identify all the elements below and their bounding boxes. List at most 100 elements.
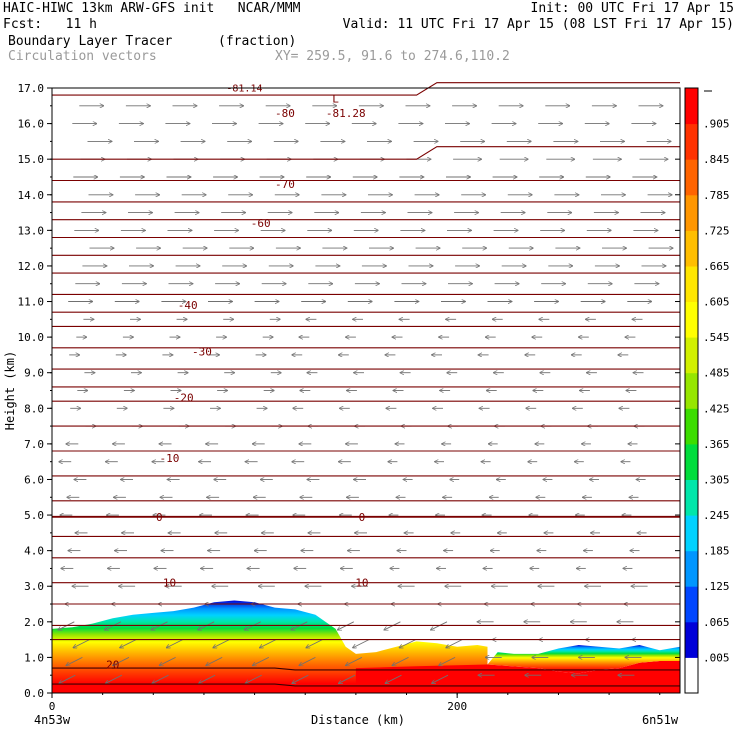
wind-vector-1 [106, 674, 123, 683]
isotherm-label-0: -80 [275, 107, 295, 120]
y-tick-label-5: 5.0 [24, 509, 44, 522]
wind-vector-18 [299, 656, 316, 665]
colorbar-label-10: .605 [703, 296, 730, 309]
wind-vector-5 [292, 674, 309, 683]
y-tick-label-2: 2.0 [24, 616, 44, 629]
y-tick-label-15: 15.0 [18, 153, 45, 166]
isotherm-label-11: 10 [163, 577, 176, 590]
wind-vector-17 [253, 656, 270, 665]
wind-vector-4 [246, 674, 262, 683]
isotherm-label-4: -60 [251, 217, 271, 230]
isotherm-label-3: -70 [275, 178, 295, 191]
y-tick-label-9: 9.0 [24, 367, 44, 380]
colorbar-swatch-0 [685, 657, 698, 694]
x-right-location: 6n51w [642, 713, 679, 727]
isotherm-label-9: 0 [156, 511, 163, 524]
colorbar-swatch-4 [685, 515, 698, 552]
colorbar-swatch-11 [685, 265, 698, 302]
wind-vector-8 [432, 674, 449, 683]
isotherm-label-7: -20 [174, 392, 194, 405]
tracer-shading-right [355, 655, 680, 693]
tracer-fill-layer [52, 600, 680, 693]
wind-vector-26 [74, 639, 90, 648]
colorbar-label-9: .545 [703, 331, 730, 344]
y-tick-label-17: 17.0 [18, 82, 45, 95]
x-axis-label: Distance (km) [311, 713, 405, 727]
y-tick-label-8: 8.0 [24, 402, 44, 415]
colorbar-swatch-6 [685, 443, 698, 480]
vector-field-name: Circulation vectors [8, 49, 157, 64]
y-tick-label-3: 3.0 [24, 580, 44, 593]
wind-vector-16 [206, 656, 223, 665]
tracer-shading-right-top [487, 645, 680, 674]
y-tick-label-12: 12.0 [18, 260, 45, 273]
isotherm-label-1: -81.28 [326, 107, 366, 120]
colorbar-swatch-16 [685, 88, 698, 125]
wind-vector-34 [446, 639, 463, 648]
colorbar-label-12: .725 [703, 224, 730, 237]
isotherm-label-8: -10 [160, 452, 180, 465]
wind-vector-20 [393, 656, 409, 665]
wind-vector-13 [66, 656, 83, 665]
xy-readout: XY= 259.5, 91.6 to 274.6,110.2 [275, 49, 510, 64]
isotherm-1 [52, 146, 680, 160]
isotherm-27 [52, 683, 680, 687]
y-tick-label-6: 6.0 [24, 473, 44, 486]
colorbar-label-7: .425 [703, 402, 730, 415]
isotherm-label-5: -40 [178, 299, 198, 312]
isotherm-26 [52, 667, 680, 671]
colorbar-swatch-1 [685, 621, 698, 658]
wind-vector-19 [346, 656, 363, 665]
colorbar-label-1: .065 [703, 616, 730, 629]
colorbar-label-2: .125 [703, 580, 730, 593]
colorbar-label-6: .365 [703, 438, 730, 451]
colorbar-swatch-7 [685, 408, 698, 445]
colorbar-swatch-5 [685, 479, 698, 516]
y-tick-label-4: 4.0 [24, 545, 44, 558]
colorbar-label-0: .005 [703, 651, 730, 664]
y-tick-label-7: 7.0 [24, 438, 44, 451]
wind-vector-15 [160, 656, 176, 665]
y-tick-label-0: 0.0 [24, 687, 44, 700]
colorbar-label-4: .245 [703, 509, 730, 522]
colorbar-swatch-14 [685, 159, 698, 196]
colorbar-swatch-2 [685, 586, 698, 623]
isotherm-label-2: L [332, 93, 339, 106]
wind-vector-2 [153, 674, 169, 683]
isotherm-label-top: -81.14 [226, 84, 262, 95]
y-tick-label-14: 14.0 [18, 189, 45, 202]
isotherm-label-10: 0 [359, 511, 366, 524]
colorbar-swatch-15 [685, 123, 698, 160]
colorbar-label-11: .665 [703, 260, 730, 273]
field-name: Boundary Layer Tracer [8, 34, 173, 49]
wind-vector-14 [113, 656, 130, 665]
y-tick-label-1: 1.0 [24, 651, 44, 664]
model-title: HAIC-HIWC 13km ARW-GFS init NCAR/MMM [3, 1, 301, 16]
wind-vector-0 [59, 674, 76, 683]
wind-vector-3 [199, 674, 216, 683]
y-tick-label-13: 13.0 [18, 224, 45, 237]
wind-vector-33 [400, 639, 416, 648]
isotherm-layer: -80 -81.28L -70 -60 -40 -30 -20 -10 0 0 10 10 20 -81.… [52, 82, 680, 687]
wind-vector-29 [213, 639, 230, 648]
colorbar-swatch-13 [685, 194, 698, 231]
wind-vector-layer [58, 106, 672, 683]
wind-vector-21 [439, 656, 456, 665]
y-tick-label-11: 11.0 [18, 296, 45, 309]
wind-vector-7 [386, 674, 402, 683]
colorbar-swatch-3 [685, 550, 698, 587]
wind-vector-32 [353, 639, 370, 648]
y-tick-label-16: 16.0 [18, 118, 45, 131]
x-tick-label-1: 200 [447, 700, 467, 713]
colorbar-swatch-9 [685, 337, 698, 374]
isotherm-label-13: 20 [106, 659, 119, 672]
y-axis-label: Height (km) [3, 351, 17, 430]
valid-time: Valid: 11 UTC Fri 17 Apr 15 (08 LST Fri … [342, 17, 734, 32]
wind-vector-27 [120, 639, 137, 648]
wind-vector-6 [339, 674, 356, 683]
colorbar-label-5: .305 [703, 474, 730, 487]
isotherm-label-6: -30 [192, 345, 212, 358]
forecast-hour: Fcst: 11 h [3, 17, 97, 32]
x-left-location: 4n53w [34, 713, 71, 727]
